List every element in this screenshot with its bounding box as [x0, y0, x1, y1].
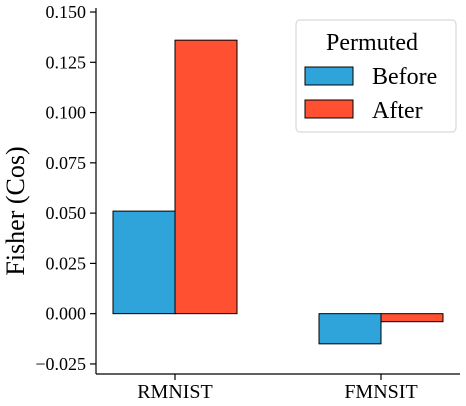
legend-label-before: Before: [372, 64, 437, 90]
bar-before-fmnsit: [318, 313, 382, 345]
bar-before-rmnist: [112, 210, 176, 315]
y-tick-label: 0.100: [46, 103, 87, 123]
legend-title: Permuted: [326, 30, 418, 56]
y-tick-label: 0.025: [46, 253, 87, 273]
y-tick-label: 0.050: [46, 203, 87, 223]
y-tick-label: 0.000: [46, 304, 87, 324]
bars-layer: [112, 39, 444, 345]
x-tick-label: RMNIST: [137, 381, 213, 403]
y-axis: −0.025 0.000 0.025 0.050 0.075 0.100 0.125 0.15…: [35, 2, 97, 374]
x-axis: RMNIST FMNSIT: [96, 373, 460, 403]
x-tick-label: FMNSIT: [344, 381, 417, 403]
y-tick-label: 0.125: [46, 52, 87, 72]
legend: Permuted Before After: [295, 19, 457, 133]
y-tick-label: 0.075: [46, 153, 87, 173]
y-tick-label: −0.025: [35, 354, 86, 374]
bar-after-fmnsit: [380, 313, 444, 323]
legend-label-after: After: [372, 98, 423, 124]
bar-after-rmnist: [174, 39, 238, 315]
legend-swatch-before: [304, 66, 354, 86]
y-tick-label: 0.150: [46, 2, 87, 22]
y-axis-label: Fisher (Cos): [1, 146, 30, 275]
legend-swatch-after: [304, 99, 354, 119]
